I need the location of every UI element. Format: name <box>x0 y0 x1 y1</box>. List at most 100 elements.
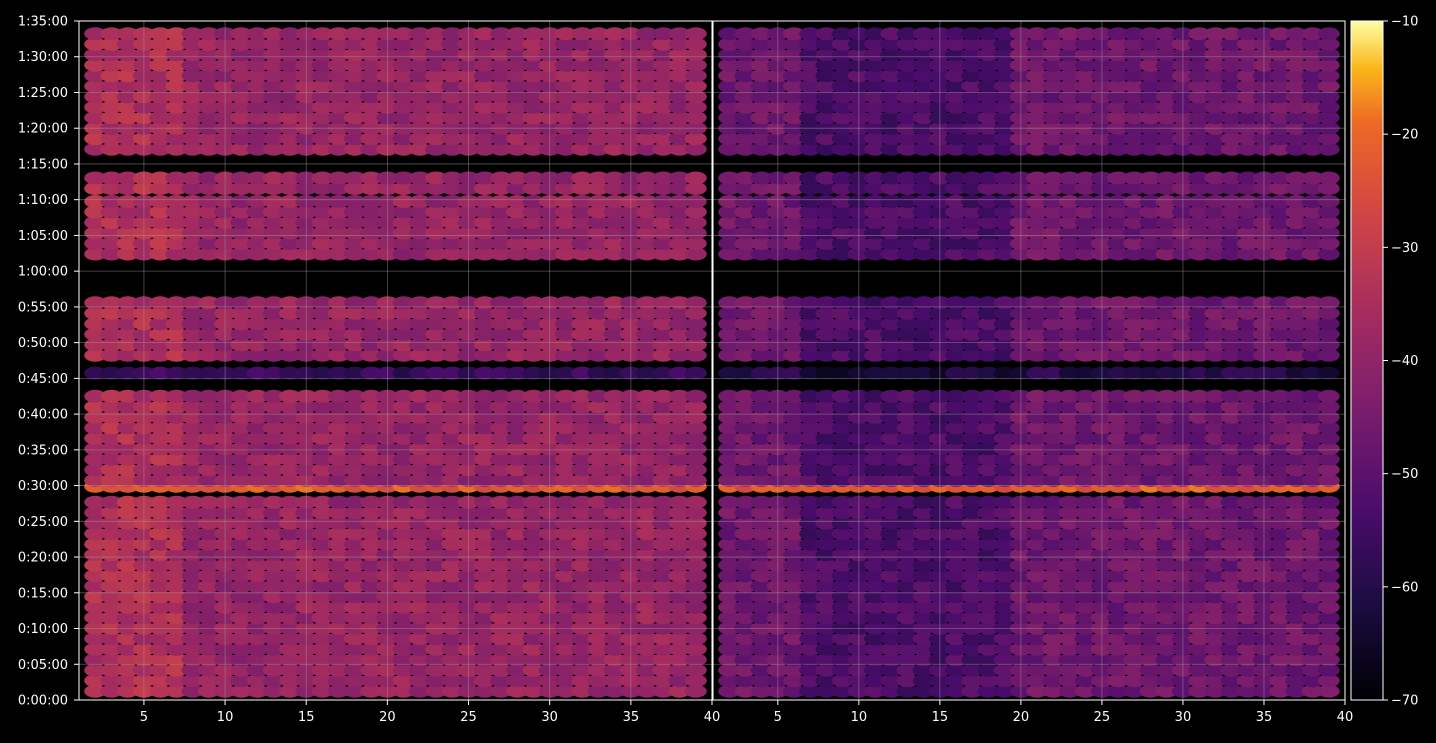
heatmap-cell <box>880 306 903 320</box>
heatmap-cell <box>977 506 1000 520</box>
heatmap-cell <box>116 27 139 41</box>
heatmap-cell <box>636 600 659 614</box>
heatmap-cell <box>1188 389 1211 403</box>
heatmap-cell <box>279 348 301 362</box>
heatmap-cell <box>554 632 577 646</box>
heatmap-cell <box>1107 296 1130 310</box>
heatmap-cell <box>1188 642 1211 656</box>
heatmap-cell <box>230 48 253 62</box>
heatmap-cell <box>603 69 626 83</box>
heatmap-cell <box>1317 338 1340 352</box>
heatmap-cell <box>473 79 496 93</box>
heatmap-cell <box>327 182 350 195</box>
heatmap-cell <box>1155 327 1178 341</box>
heatmap-cell <box>262 79 285 93</box>
heatmap-cell <box>1123 247 1146 261</box>
heatmap-cell <box>181 69 204 83</box>
heatmap-cell <box>197 348 220 362</box>
heatmap-cell <box>554 442 577 456</box>
heatmap-cell <box>636 590 659 604</box>
heatmap-cell <box>880 226 903 240</box>
heatmap-cell <box>441 495 464 509</box>
heatmap-cell <box>603 79 626 93</box>
heatmap-cell <box>473 590 496 604</box>
heatmap-cell <box>587 506 610 520</box>
heatmap-cell <box>977 527 1000 541</box>
heatmap-cell <box>1188 195 1211 208</box>
heatmap-cell <box>831 317 854 331</box>
heatmap-cell <box>100 569 123 583</box>
heatmap-cell <box>197 27 220 41</box>
heatmap-cell <box>262 590 285 604</box>
heatmap-cell <box>116 452 139 466</box>
heatmap-cell <box>1317 452 1340 466</box>
heatmap-cell <box>490 463 512 477</box>
heatmap-cell <box>783 306 805 320</box>
heatmap-cell <box>1188 205 1211 219</box>
heatmap-cell <box>1123 306 1146 320</box>
heatmap-cell <box>1285 247 1308 261</box>
heatmap-cell <box>1074 642 1097 656</box>
heatmap-cell <box>1058 205 1081 219</box>
heatmap-cell <box>734 611 757 625</box>
heatmap-cell <box>668 27 691 41</box>
heatmap-cell <box>734 389 757 403</box>
heatmap-cell <box>554 216 577 229</box>
heatmap-cell <box>165 527 188 541</box>
heatmap-cell <box>912 338 935 352</box>
heatmap-cell <box>197 338 220 352</box>
heatmap-cell <box>652 327 675 341</box>
heatmap-cell <box>197 473 220 487</box>
heatmap-cell <box>783 431 805 445</box>
heatmap-cell <box>1188 600 1211 614</box>
heatmap-cell <box>684 317 707 331</box>
heatmap-cell <box>783 548 805 562</box>
heatmap-cell <box>473 216 496 229</box>
heatmap-cell <box>799 142 822 156</box>
heatmap-cell <box>230 296 253 310</box>
heatmap-cell <box>116 142 139 156</box>
heatmap-cell <box>408 400 431 414</box>
heatmap-cell <box>1220 237 1243 250</box>
heatmap-cell <box>408 171 431 185</box>
heatmap-cell <box>636 663 659 677</box>
heatmap-cell <box>1058 548 1081 562</box>
heatmap-cell <box>100 205 123 219</box>
heatmap-cell <box>1269 216 1292 229</box>
heatmap-cell <box>961 226 984 240</box>
heatmap-cell <box>165 632 188 646</box>
heatmap-cell <box>603 216 626 229</box>
heatmap-cell <box>116 48 139 62</box>
heatmap-cell <box>734 663 757 677</box>
heatmap-cell <box>684 171 707 185</box>
heatmap-cell <box>473 569 496 583</box>
heatmap-cell <box>197 495 220 509</box>
heatmap-cell <box>945 611 968 625</box>
heatmap-cell <box>1058 317 1081 331</box>
heatmap-cell <box>425 473 448 487</box>
heatmap-cell <box>1269 421 1292 435</box>
heatmap-cell <box>1301 548 1324 562</box>
heatmap-cell <box>181 171 204 185</box>
heatmap-cell <box>230 182 253 195</box>
heatmap-cell <box>1301 642 1324 656</box>
heatmap-cell <box>311 642 334 656</box>
heatmap-cell <box>718 171 741 185</box>
heatmap-cell <box>1188 237 1211 250</box>
heatmap-cell <box>473 579 496 593</box>
heatmap-cell <box>246 579 269 593</box>
heatmap-cell <box>668 611 691 625</box>
heatmap-cell <box>230 171 253 185</box>
heatmap-cell <box>165 237 188 250</box>
heatmap-cell <box>311 216 334 229</box>
heatmap-cell <box>343 37 366 51</box>
heatmap-cell <box>799 431 822 445</box>
heatmap-cell <box>799 642 822 656</box>
heatmap-cell <box>1107 348 1130 362</box>
heatmap-cell <box>587 653 610 667</box>
heatmap-cell <box>197 237 220 250</box>
heatmap-cell <box>1204 421 1227 435</box>
heatmap-cell <box>1236 653 1259 667</box>
heatmap-cell <box>1301 306 1324 320</box>
heatmap-cell <box>441 431 464 445</box>
